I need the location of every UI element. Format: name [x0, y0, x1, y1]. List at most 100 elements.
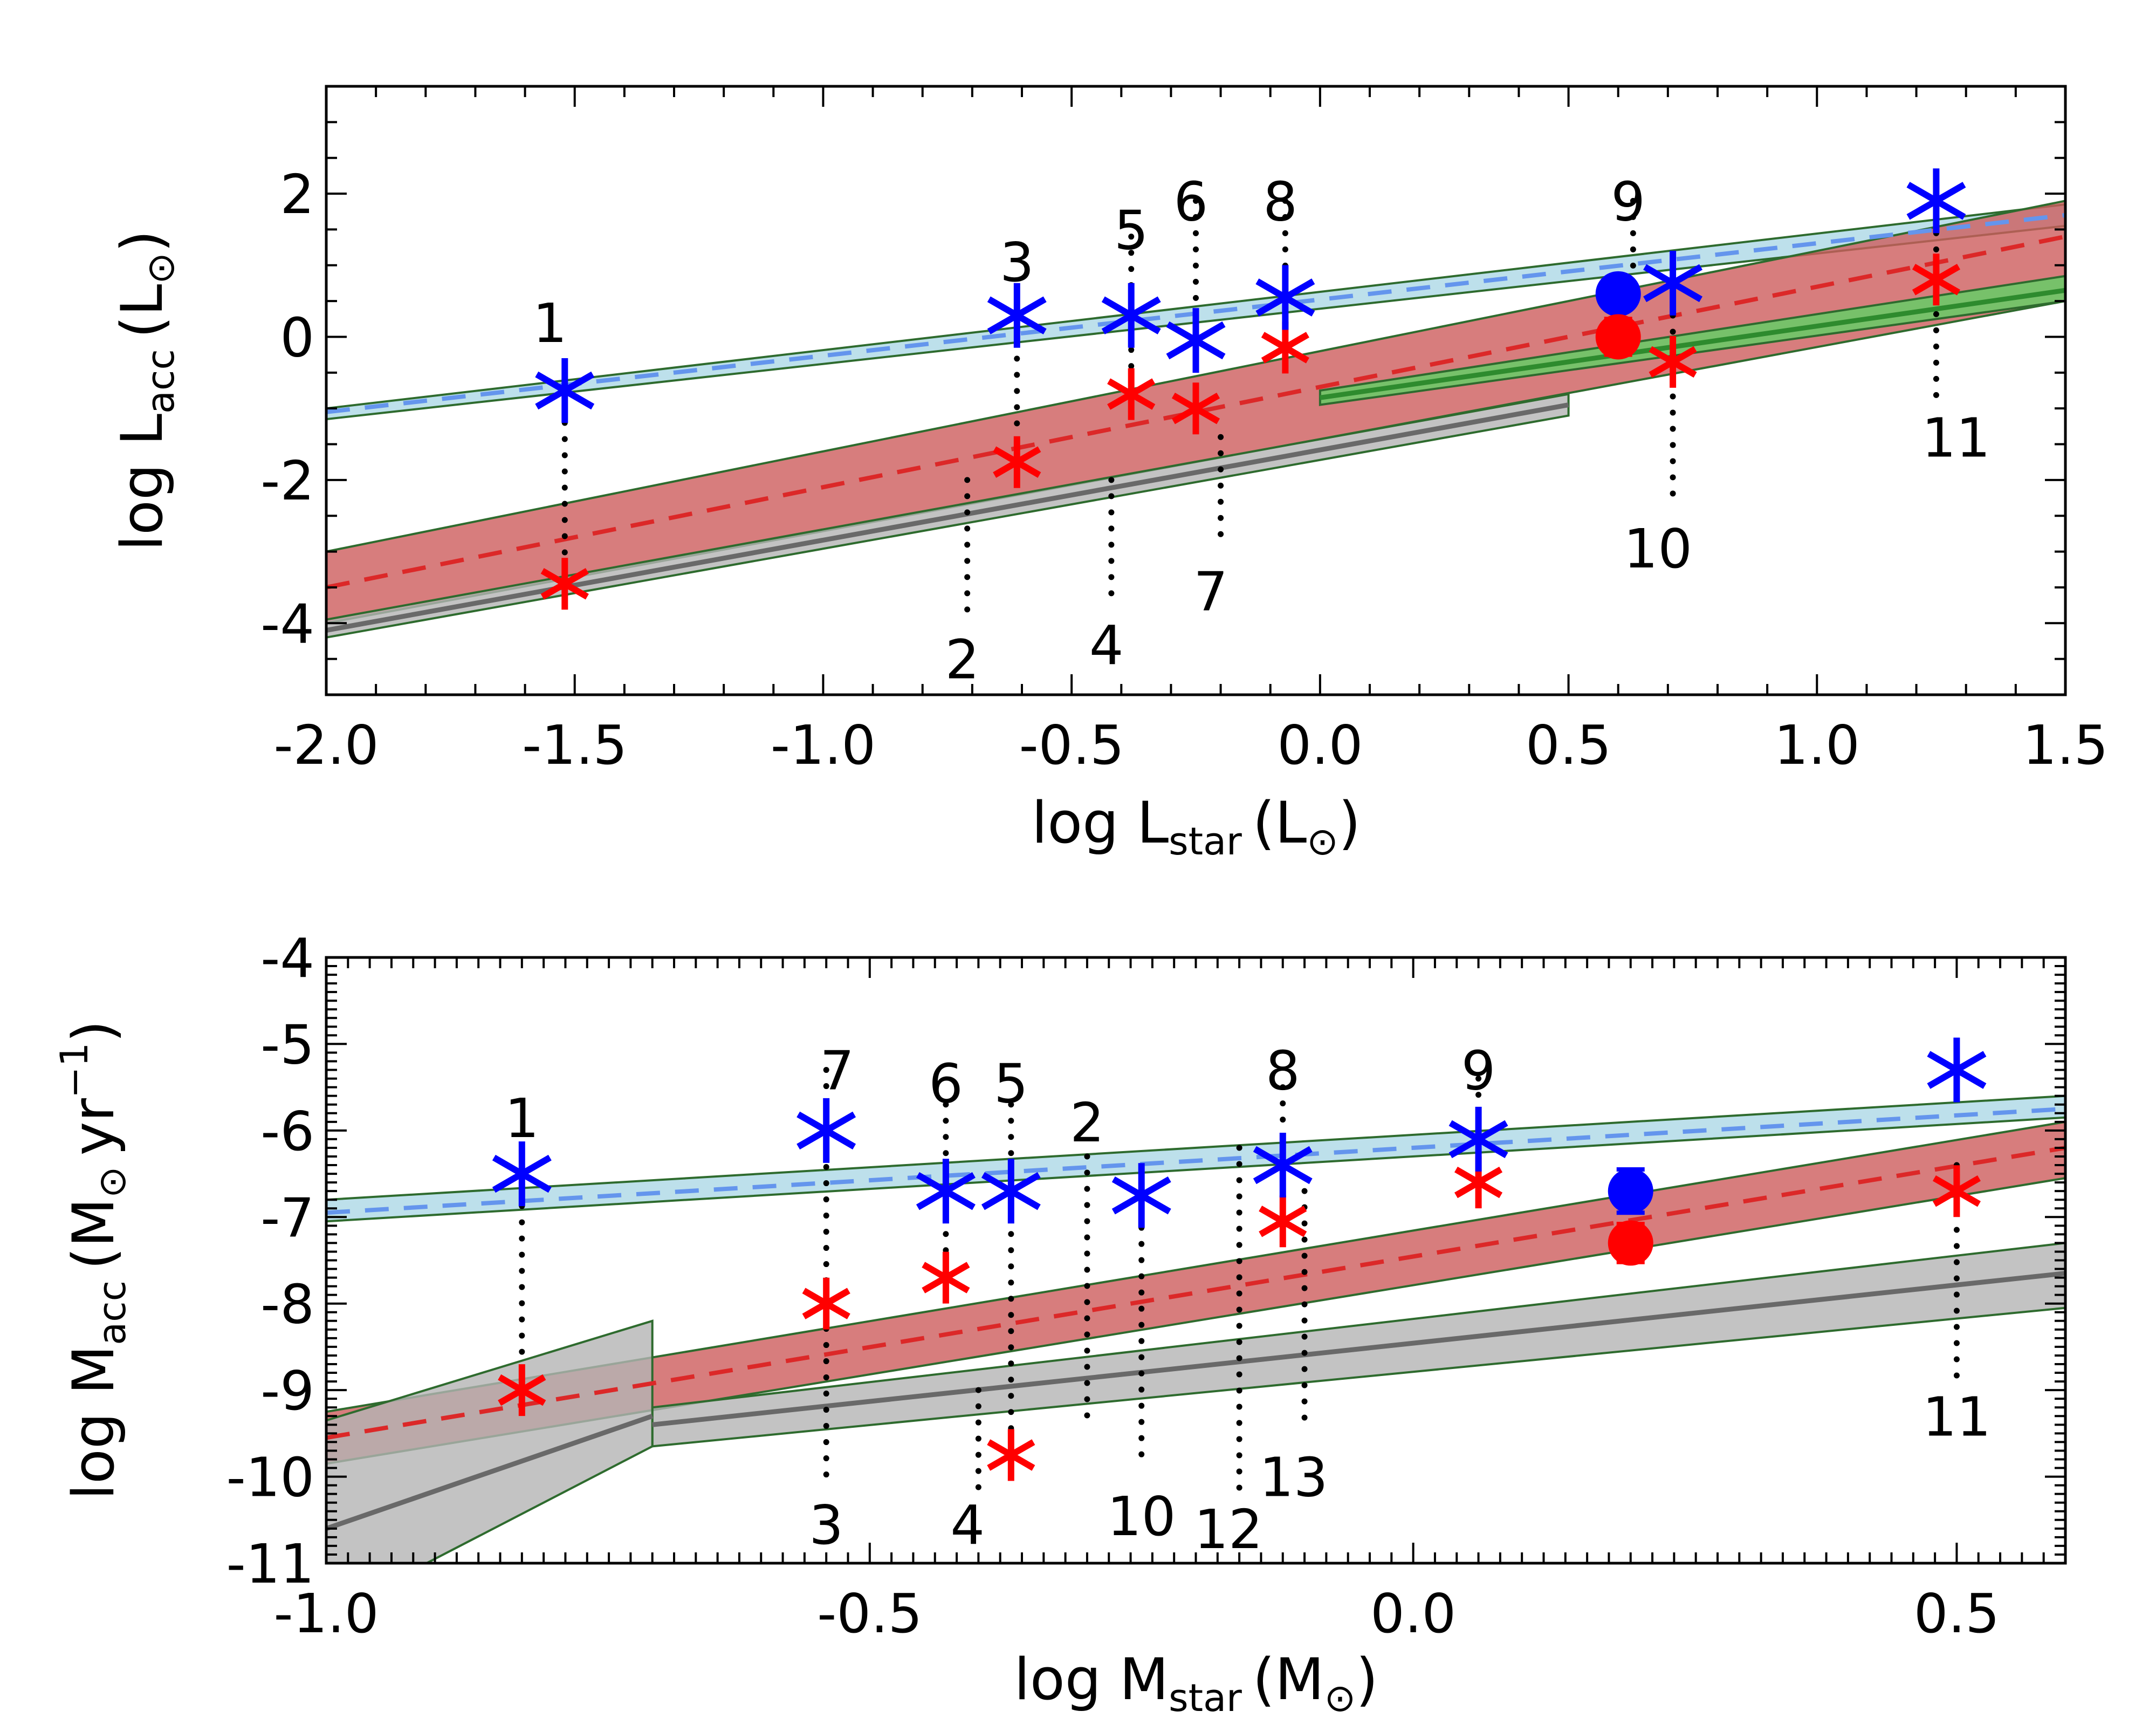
bottom-red-dashed-fit: [326, 1145, 2065, 1440]
bottom-ytick-label: -10: [226, 1446, 314, 1509]
bottom-gray-fit-lowmass: [326, 1414, 654, 1531]
top-blue-star-4: [1166, 308, 1226, 373]
top-point-label: 1: [533, 292, 567, 355]
top-ytick-label: -2: [260, 449, 314, 512]
bottom-point-label: 3: [809, 1494, 843, 1557]
bottom-blue-star-8: [1927, 1037, 1987, 1103]
bottom-point-label: 12: [1194, 1498, 1262, 1561]
bottom-ytick-label: -4: [260, 927, 314, 990]
top-point-label: 4: [1089, 614, 1124, 677]
bottom-blue-star-5: [1111, 1163, 1171, 1228]
bottom-blue-star-6: [1253, 1132, 1313, 1198]
top-red-dashed-fit: [326, 234, 2065, 590]
top-blue-star-1: [535, 358, 595, 423]
top-red-star-3: [1107, 368, 1156, 420]
top-frame: [325, 85, 2067, 696]
bottom-point-label: 2: [1070, 1091, 1104, 1154]
top-point-label: 9: [1611, 170, 1645, 233]
bottom-y-axis-title: log Macc(M⊙yr−1): [52, 1021, 134, 1500]
bottom-ytick-label: -6: [260, 1100, 314, 1163]
bottom-point-label: 10: [1107, 1485, 1176, 1548]
bottom-red-star-7: [1932, 1165, 1981, 1217]
top-ytick-label: -4: [260, 592, 314, 655]
bottom-blue-star-4: [981, 1159, 1041, 1224]
top-xtick-label: 1.5: [2022, 714, 2108, 777]
top-xtick-label: -2.0: [273, 714, 379, 777]
bottom-point-label: 13: [1259, 1446, 1328, 1509]
top-blue-star-7: [1906, 168, 1966, 234]
bottom-blue-star-1: [492, 1141, 552, 1207]
top-blue-star-5: [1255, 265, 1315, 330]
bottom-marks: [492, 1037, 1987, 1497]
bottom-point-label: 1: [505, 1087, 539, 1150]
bottom-xtick-label: -1.0: [273, 1582, 379, 1645]
top-point-label: 8: [1263, 170, 1297, 233]
top-xtick-label: -1.0: [771, 714, 876, 777]
bottom-point-label: 9: [1461, 1039, 1496, 1103]
top-marks: [535, 168, 1966, 626]
top-panel: -2.0 -1.5 -1.0 -0.5 0.0 0.5 1.0 1.5 -4 -2 0 2 1 2 3 4 5…: [109, 85, 2109, 864]
bottom-red-star-5: [1259, 1195, 1307, 1248]
bottom-ytick-label: -5: [260, 1013, 314, 1076]
top-tick-labels: -2.0 -1.5 -1.0 -0.5 0.0 0.5 1.0 1.5 -4 -2 0 2: [260, 163, 2108, 777]
bottom-point-label: 6: [929, 1052, 963, 1115]
top-blue-star-6: [1643, 250, 1703, 316]
bottom-red-star-4: [987, 1429, 1035, 1481]
top-blue-circle: [1595, 271, 1641, 317]
bottom-ytick-label: -8: [260, 1273, 314, 1336]
top-xtick-label: -1.5: [522, 714, 627, 777]
top-point-labels: 1 2 3 4 5 6 7 8 9 10 11: [533, 170, 1990, 691]
bottom-red-circle: [1608, 1220, 1653, 1266]
top-green-fit: [1320, 288, 2065, 400]
bottom-blue-dashed-fit: [326, 1106, 2065, 1215]
bottom-red-star-1: [498, 1364, 546, 1416]
bottom-point-label: 7: [820, 1039, 855, 1103]
bottom-ytick-label: -11: [226, 1532, 314, 1596]
bottom-panel: -1.0 -0.5 0.0 0.5-11-10-9-8-7-6-5-4 1 23 4567…: [52, 927, 2067, 1720]
bottom-red-star-2: [802, 1277, 850, 1330]
bottom-tick-labels: -1.0 -0.5 0.0 0.5 -11 -10 -9 -8 -7 -6 -5 -4: [226, 927, 2000, 1645]
bottom-frame: [325, 956, 2067, 1565]
top-xtick-label: 0.5: [1526, 714, 1611, 777]
top-xtick-label: 0.0: [1277, 714, 1363, 777]
bottom-blue-circle: [1608, 1168, 1653, 1214]
top-point-label: 6: [1173, 170, 1208, 233]
top-ytick-label: 2: [280, 163, 314, 226]
top-point-label: 10: [1624, 517, 1692, 580]
top-red-star-2: [993, 436, 1041, 488]
bottom-ytick-label: -7: [260, 1186, 314, 1249]
bottom-point-label: 8: [1266, 1039, 1300, 1103]
top-red-circle: [1595, 314, 1641, 360]
top-point-label: 5: [1114, 198, 1149, 262]
top-ticks: [325, 85, 2066, 696]
top-red-star-7: [1912, 254, 1961, 306]
top-point-label: 2: [945, 628, 980, 692]
top-blue-star-2: [987, 283, 1047, 348]
top-gray-fit: [326, 402, 1569, 633]
top-ytick-label: 0: [280, 306, 314, 369]
bottom-blue-star-7: [1448, 1106, 1508, 1172]
bottom-blue-star-3: [916, 1159, 976, 1224]
bottom-xtick-label: 0.0: [1370, 1582, 1456, 1645]
bottom-blue-star-2: [797, 1098, 856, 1163]
bottom-xtick-label: -0.5: [817, 1582, 922, 1645]
top-red-star-5: [1261, 321, 1309, 374]
top-y-axis-title: log Lacc(L⊙): [109, 230, 183, 551]
bottom-blue-band: [326, 1094, 2065, 1223]
top-point-label: 3: [1000, 231, 1034, 294]
top-point-label: 11: [1922, 406, 1990, 469]
top-red-star-4: [1171, 382, 1220, 435]
top-red-star-6: [1649, 336, 1697, 388]
bottom-point-label: 11: [1922, 1385, 1991, 1448]
bottom-ticks: [325, 956, 2066, 1564]
bottom-x-axis-title: log Mstar (M⊙): [1014, 1646, 1378, 1720]
top-xtick-label: -0.5: [1019, 714, 1124, 777]
bottom-point-label: 4: [950, 1494, 985, 1557]
top-red-star-1: [540, 558, 589, 610]
bottom-gray-fit: [652, 1271, 2065, 1427]
top-xtick-label: 1.0: [1774, 714, 1860, 777]
top-x-axis-title: log Lstar (L⊙): [1032, 790, 1361, 864]
bottom-ytick-label: -9: [260, 1359, 314, 1422]
